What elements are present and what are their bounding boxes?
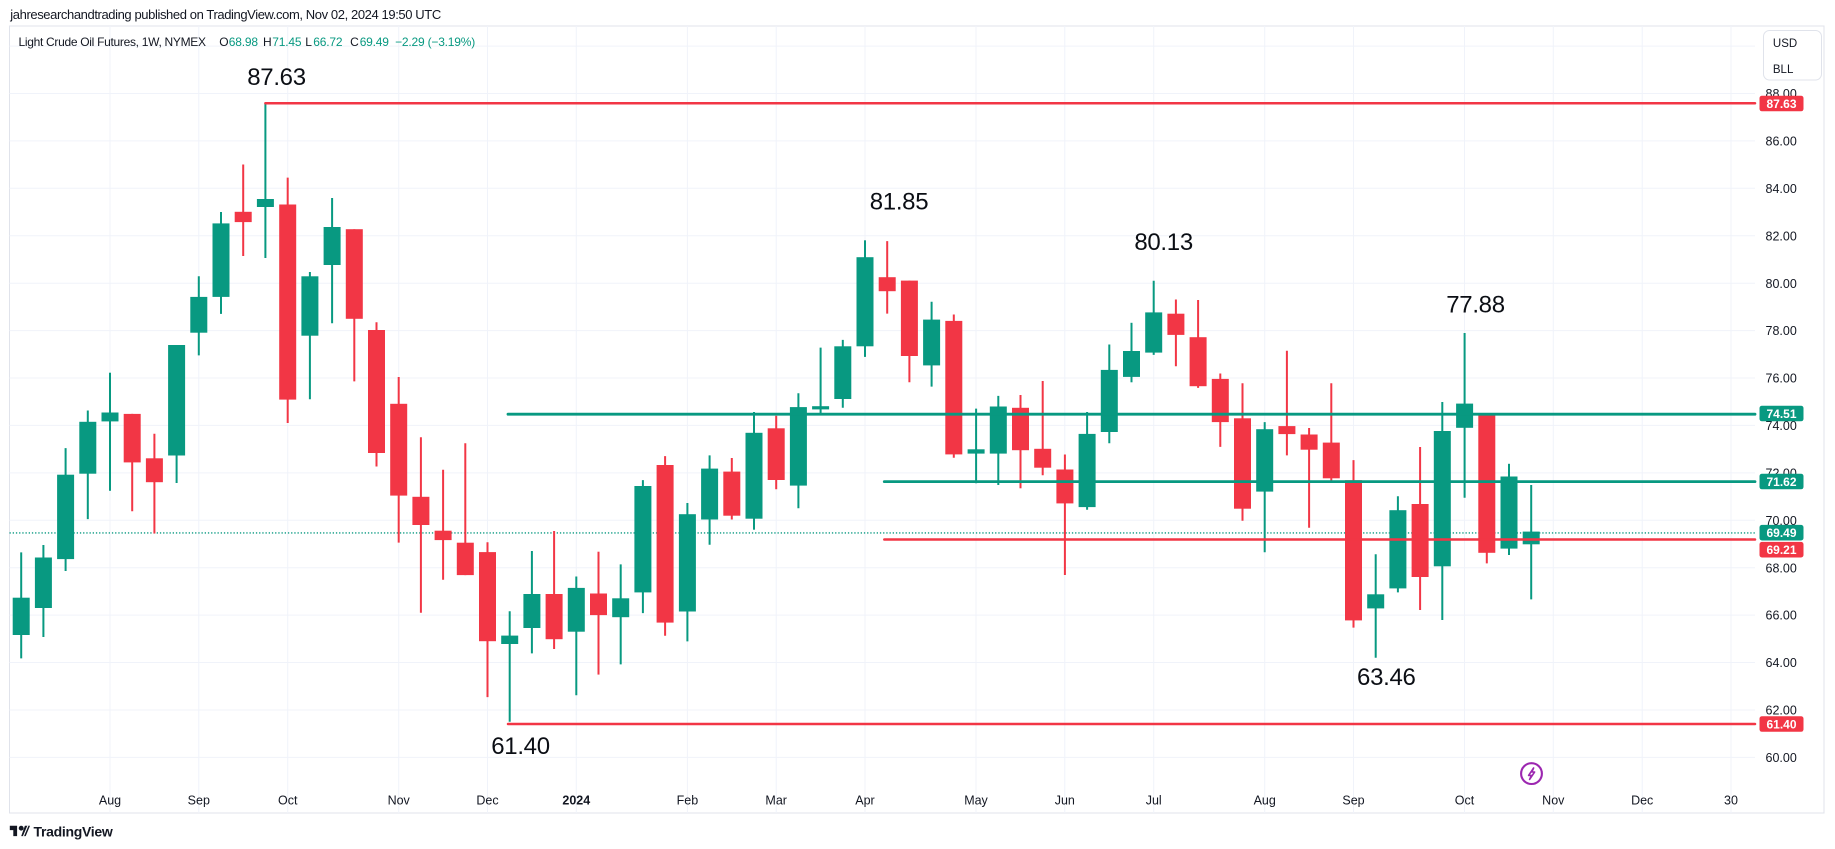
svg-text:C: C [350, 35, 359, 49]
svg-text:66.72: 66.72 [313, 35, 343, 49]
svg-text:78.00: 78.00 [1766, 324, 1797, 338]
svg-text:61.40: 61.40 [491, 733, 550, 760]
svg-text:Mar: Mar [765, 794, 787, 808]
svg-text:Oct: Oct [1455, 794, 1475, 808]
svg-text:L: L [305, 35, 312, 49]
svg-text:TradingView: TradingView [34, 824, 113, 840]
svg-text:81.85: 81.85 [870, 189, 929, 216]
svg-text:87.63: 87.63 [1766, 97, 1796, 111]
svg-text:jahresearchandtrading publishe: jahresearchandtrading published on Tradi… [9, 7, 441, 22]
svg-text:Dec: Dec [476, 794, 498, 808]
svg-text:77.88: 77.88 [1446, 292, 1505, 319]
svg-text:Apr: Apr [855, 794, 874, 808]
svg-text:68.98: 68.98 [229, 35, 259, 49]
svg-text:76.00: 76.00 [1766, 372, 1797, 386]
svg-text:Dec: Dec [1631, 794, 1653, 808]
svg-text:Oct: Oct [278, 794, 298, 808]
svg-text:86.00: 86.00 [1766, 135, 1797, 149]
svg-text:74.00: 74.00 [1766, 419, 1797, 433]
svg-text:84.00: 84.00 [1766, 182, 1797, 196]
svg-text:USD: USD [1773, 38, 1797, 50]
svg-text:Nov: Nov [388, 794, 411, 808]
svg-text:−2.29 (−3.19%): −2.29 (−3.19%) [395, 35, 475, 49]
svg-text:60.00: 60.00 [1766, 751, 1797, 765]
svg-text:80.13: 80.13 [1134, 229, 1193, 256]
svg-text:Sep: Sep [188, 794, 210, 808]
svg-text:H: H [263, 35, 271, 49]
svg-text:May: May [964, 794, 988, 808]
svg-text:69.49: 69.49 [1766, 526, 1796, 540]
svg-text:66.00: 66.00 [1766, 609, 1797, 623]
svg-text:63.46: 63.46 [1357, 664, 1416, 691]
svg-text:Jul: Jul [1146, 794, 1162, 808]
svg-text:30: 30 [1724, 794, 1738, 808]
svg-text:68.00: 68.00 [1766, 561, 1797, 575]
svg-text:71.62: 71.62 [1766, 475, 1796, 489]
svg-text:74.51: 74.51 [1766, 407, 1796, 421]
svg-text:70.00: 70.00 [1766, 514, 1797, 528]
svg-text:O: O [219, 35, 228, 49]
svg-text:Aug: Aug [99, 794, 121, 808]
svg-text:Sep: Sep [1342, 794, 1364, 808]
svg-text:Jun: Jun [1055, 794, 1075, 808]
svg-text:82.00: 82.00 [1766, 229, 1797, 243]
svg-text:Feb: Feb [677, 794, 699, 808]
svg-text:69.21: 69.21 [1766, 543, 1796, 557]
svg-text:2024: 2024 [562, 794, 590, 808]
svg-text:87.63: 87.63 [247, 64, 306, 91]
svg-text:64.00: 64.00 [1766, 656, 1797, 670]
svg-text:71.45: 71.45 [272, 35, 302, 49]
svg-text:61.40: 61.40 [1766, 717, 1796, 731]
svg-text:Nov: Nov [1542, 794, 1565, 808]
svg-text:62.00: 62.00 [1766, 704, 1797, 718]
svg-text:69.49: 69.49 [360, 35, 390, 49]
svg-text:BLL: BLL [1773, 64, 1794, 76]
svg-text:Aug: Aug [1254, 794, 1276, 808]
svg-text:Light Crude Oil Futures, 1W, N: Light Crude Oil Futures, 1W, NYMEX [19, 35, 206, 49]
svg-text:80.00: 80.00 [1766, 277, 1797, 291]
